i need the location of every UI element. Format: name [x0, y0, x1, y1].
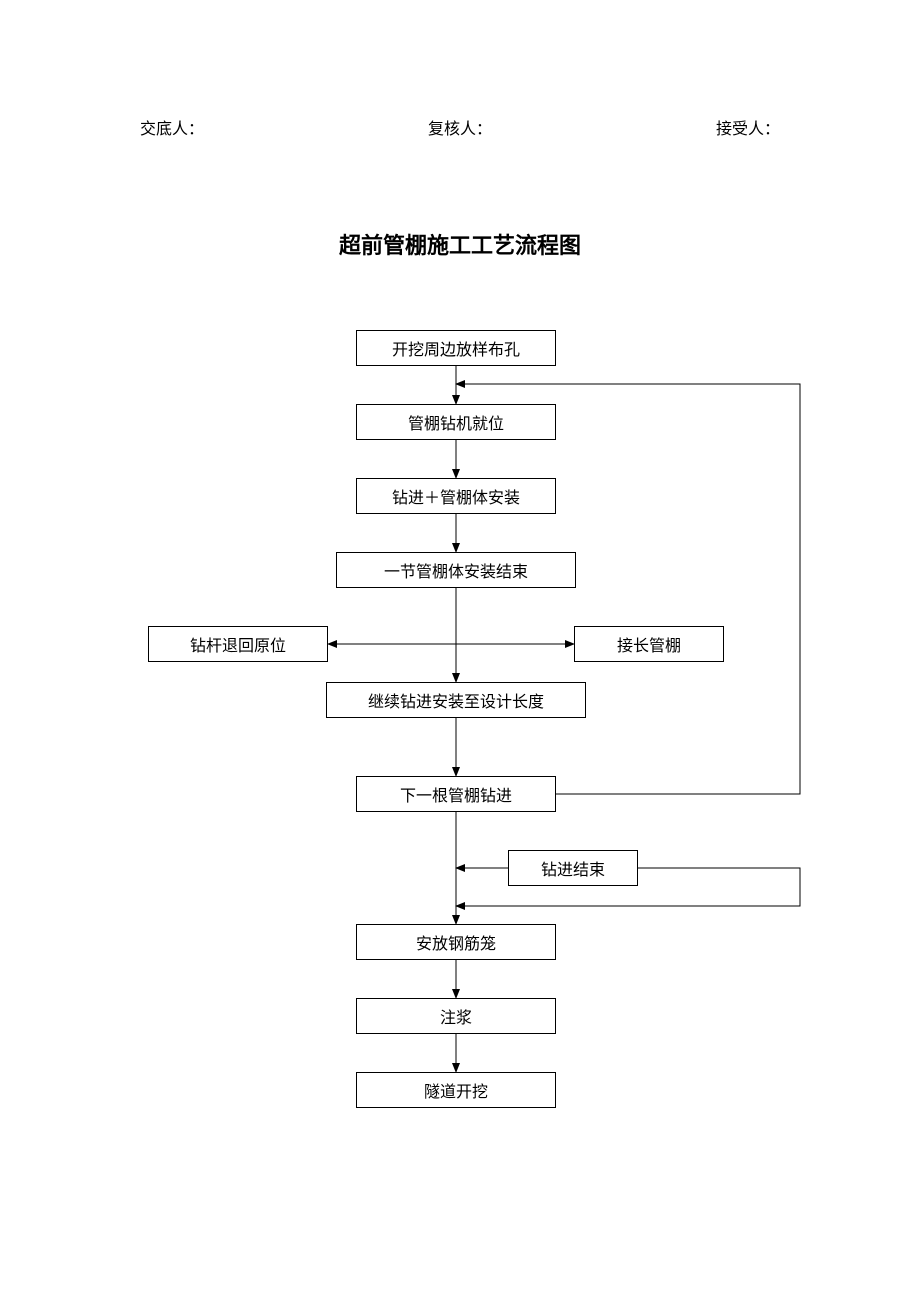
flow-node-n8: 钻进结束	[508, 850, 638, 886]
signer-center: 复核人：	[428, 115, 492, 139]
flowchart-connectors	[0, 330, 920, 1200]
page-title: 超前管棚施工工艺流程图	[0, 228, 920, 260]
flow-edge	[328, 588, 456, 644]
flow-node-n3: 钻进＋管棚体安装	[356, 478, 556, 514]
flow-node-n7: 下一根管棚钻进	[356, 776, 556, 812]
flow-node-n9: 安放钢筋笼	[356, 924, 556, 960]
flow-node-n5r: 接长管棚	[574, 626, 724, 662]
flow-node-n1: 开挖周边放样布孔	[356, 330, 556, 366]
flow-edge	[456, 588, 574, 644]
signature-row: 交底人： 复核人： 接受人：	[140, 115, 780, 139]
flow-node-n11: 隧道开挖	[356, 1072, 556, 1108]
flow-edge	[456, 384, 800, 794]
flow-node-n2: 管棚钻机就位	[356, 404, 556, 440]
flow-node-n10: 注浆	[356, 998, 556, 1034]
signer-left: 交底人：	[140, 115, 204, 139]
flow-node-n6: 继续钻进安装至设计长度	[326, 682, 586, 718]
flow-node-n4: 一节管棚体安装结束	[336, 552, 576, 588]
flow-node-n5l: 钻杆退回原位	[148, 626, 328, 662]
signer-right: 接受人：	[716, 115, 780, 139]
